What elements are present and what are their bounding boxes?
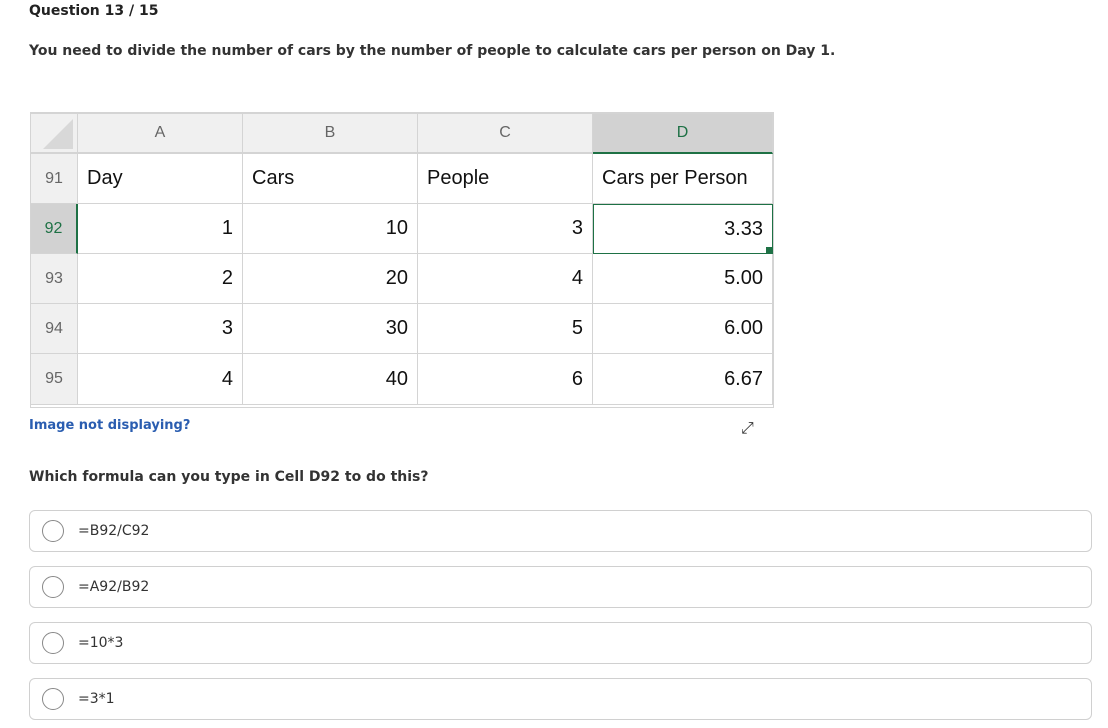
option-4[interactable]: =3*1 — [29, 678, 1092, 720]
cell: Cars — [243, 154, 418, 204]
fill-handle — [766, 247, 773, 254]
spreadsheet-image: A B C D 91 Day Cars People Cars per Person 92 1 10 3… — [30, 112, 774, 408]
column-header-d: D — [593, 114, 773, 154]
radio-icon[interactable] — [42, 688, 64, 710]
expand-icon[interactable]: ⤢ — [741, 418, 754, 437]
cell: 20 — [243, 254, 418, 304]
option-label: =B92/C92 — [78, 523, 150, 539]
cell: 4 — [418, 254, 593, 304]
option-label: =A92/B92 — [78, 579, 150, 595]
radio-icon[interactable] — [42, 520, 64, 542]
cell: 6.67 — [593, 354, 773, 405]
column-header-a: A — [78, 114, 243, 154]
cell: 30 — [243, 304, 418, 354]
option-1[interactable]: =B92/C92 — [29, 510, 1092, 552]
radio-icon[interactable] — [42, 632, 64, 654]
row-header: 94 — [31, 304, 78, 354]
option-3[interactable]: =10*3 — [29, 622, 1092, 664]
option-2[interactable]: =A92/B92 — [29, 566, 1092, 608]
column-header-c: C — [418, 114, 593, 154]
cell: Day — [78, 154, 243, 204]
cell: People — [418, 154, 593, 204]
cell: Cars per Person — [593, 154, 773, 204]
row-header: 93 — [31, 254, 78, 304]
question-text: Which formula can you type in Cell D92 t… — [29, 469, 429, 485]
cell: 10 — [243, 204, 418, 254]
cell: 40 — [243, 354, 418, 405]
cell: 4 — [78, 354, 243, 405]
cell: 6 — [418, 354, 593, 405]
image-not-displaying-link[interactable]: Image not displaying? — [29, 418, 191, 433]
cell: 2 — [78, 254, 243, 304]
select-all-corner — [31, 114, 78, 154]
row-header: 95 — [31, 354, 78, 405]
option-label: =3*1 — [78, 691, 115, 707]
row-header: 92 — [31, 204, 78, 254]
row-header: 91 — [31, 154, 78, 204]
cell: 6.00 — [593, 304, 773, 354]
cell: 3.33 — [593, 204, 773, 254]
cell: 3 — [78, 304, 243, 354]
column-header-b: B — [243, 114, 418, 154]
cell: 3 — [418, 204, 593, 254]
option-label: =10*3 — [78, 635, 124, 651]
cell: 5.00 — [593, 254, 773, 304]
cell: 5 — [418, 304, 593, 354]
cell: 1 — [78, 204, 243, 254]
radio-icon[interactable] — [42, 576, 64, 598]
question-prompt: You need to divide the number of cars by… — [29, 43, 836, 59]
question-number: Question 13 / 15 — [29, 3, 159, 19]
